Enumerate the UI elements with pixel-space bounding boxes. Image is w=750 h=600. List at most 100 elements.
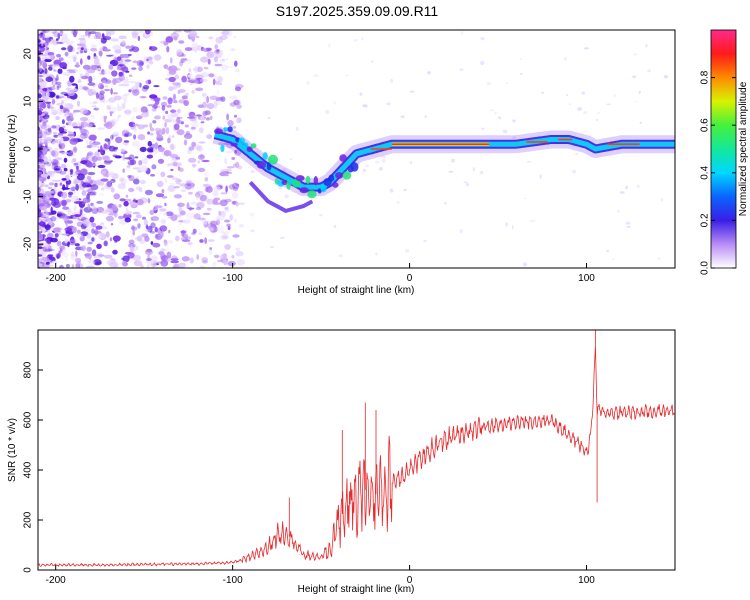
spectrogram-noise-cell [54, 187, 61, 193]
spectrogram-noise-cell [70, 195, 80, 203]
spectrogram-noise-cell [82, 86, 89, 90]
spectrogram-noise-cell [133, 218, 139, 222]
spectrogram-noise-cell [80, 245, 86, 252]
spectrogram-noise-cell [409, 90, 415, 93]
spectrogram-noise-cell [170, 183, 176, 186]
spectrogram-noise-cell [42, 57, 47, 60]
spectrogram-noise-cell [173, 186, 180, 189]
spectrogram-noise-cell [77, 209, 80, 214]
spectrogram-noise-cell [176, 49, 183, 56]
spectrogram-noise-cell [165, 36, 174, 43]
spectrogram-noise-cell [103, 69, 111, 75]
spectrogram-noise-cell [216, 49, 219, 53]
spectrogram-noise-cell [187, 241, 193, 246]
spectrogram-noise-cell [67, 45, 73, 53]
spectrogram-noise-cell [193, 65, 199, 73]
spectrogram-noise-cell [157, 158, 165, 164]
spectrogram-noise-cell [88, 259, 94, 264]
spectrogram-noise-cell [73, 56, 77, 63]
spectrogram-noise-cell [221, 30, 230, 36]
spectrogram-noise-cell [55, 253, 61, 259]
spectrogram-noise-cell [91, 228, 95, 234]
spectrogram-noise-cell [48, 186, 53, 189]
spectrogram-noise-cell [70, 149, 74, 153]
spectrogram-noise-cell [162, 212, 168, 216]
spectrogram-noise-cell [202, 220, 208, 225]
spectrogram-noise-cell [80, 157, 89, 164]
spectrogram-noise-cell [59, 31, 64, 34]
spectrogram-noise-cell [202, 260, 208, 264]
spectrogram-noise-cell [123, 133, 129, 138]
spectrogram-noise-cell [165, 110, 169, 114]
spectrogram-noise-cell [109, 30, 115, 36]
spectrogram-noise-cell [39, 114, 47, 121]
ridge-cell [350, 162, 359, 172]
snr-x-tick-label: -200 [46, 575, 66, 586]
spectrogram-noise-cell [170, 260, 180, 264]
spectrogram-noise-cell [100, 187, 105, 191]
spectrogram-noise-cell [75, 165, 79, 170]
spectrogram-noise-cell [91, 249, 97, 257]
spectrogram-noise-cell [583, 47, 589, 50]
spectrogram-noise-cell [197, 217, 207, 221]
spectrogram-noise-cell [173, 216, 179, 220]
spectrogram-noise-cell [231, 157, 236, 160]
spectrogram-noise-cell [38, 221, 46, 227]
spectrogram-noise-cell [200, 115, 205, 122]
snr-x-ticks: -200 -100 0 100 [46, 565, 595, 586]
spectrogram-noise-cell [54, 168, 60, 171]
spectrogram-noise-cell [162, 115, 166, 120]
spectrogram-noise-cell [49, 170, 56, 174]
spectrogram-noise-cell [51, 150, 56, 157]
spectrogram-noise-cell [250, 170, 255, 174]
spectrogram-noise-cell [79, 73, 83, 79]
spectrogram-noise-cell [119, 198, 126, 202]
spectrogram-noise-cell [75, 250, 78, 258]
spectrogram-noise-cell [52, 187, 57, 193]
spectrogram-noise-cell [86, 176, 92, 180]
spectrogram-noise-cell [100, 145, 103, 152]
spectrogram-noise-cell [105, 207, 114, 213]
spectrogram-y-tick-label: -20 [23, 237, 34, 252]
spectrogram-noise-cell [100, 96, 106, 103]
spectrogram-noise-cell [63, 167, 68, 172]
spectrogram-noise-cell [123, 213, 132, 220]
spectrogram-noise-cell [124, 59, 132, 62]
spectrogram-noise-cell [118, 71, 123, 77]
spectrogram-noise-cell [155, 193, 165, 198]
spectrogram-noise-cell [189, 72, 193, 79]
snr-series-line [38, 330, 675, 568]
spectrogram-noise-cell [198, 141, 206, 144]
spectrogram-noise-cell [166, 246, 170, 254]
ridge-cell [305, 175, 311, 184]
spectrogram-noise-cell [569, 103, 571, 105]
spectrogram-noise-cell [87, 55, 91, 60]
spectrogram-noise-cell [48, 86, 56, 90]
spectrogram-noise-cell [155, 233, 159, 238]
spectrogram-noise-cell [86, 139, 89, 145]
spectrogram-noise-cell [76, 122, 82, 127]
spectrogram-noise-cell [93, 53, 97, 57]
spectrogram-noise-cell [177, 108, 181, 114]
spectrogram-noise-cell [660, 198, 663, 202]
spectrogram-y-tick-label: 0 [23, 146, 34, 152]
spectrogram-noise-cell [180, 202, 186, 207]
spectrogram-noise-cell [233, 184, 238, 186]
spectrogram-noise-cell [53, 227, 61, 233]
spectrogram-noise-cell [505, 82, 509, 85]
snr-y-tick-label: 400 [23, 461, 34, 478]
spectrogram-noise-cell [146, 154, 154, 159]
spectrogram-noise-cell [56, 240, 62, 247]
spectrogram-noise-cell [233, 127, 237, 133]
spectrogram-noise-cell [231, 191, 239, 199]
spectrogram-noise-cell [73, 214, 81, 218]
spectrogram-noise-cell [167, 184, 176, 193]
spectrogram-noise-cell [47, 245, 52, 252]
spectrogram-noise-cell [89, 31, 97, 35]
spectrogram-noise-cell [106, 105, 111, 110]
spectrogram-noise-cell [41, 41, 44, 47]
spectrogram-noise-cell [104, 254, 113, 259]
spectrogram-noise-cell [133, 198, 136, 203]
spectrogram-noise-cell [171, 82, 181, 86]
spectrogram-noise-cell [188, 191, 193, 195]
